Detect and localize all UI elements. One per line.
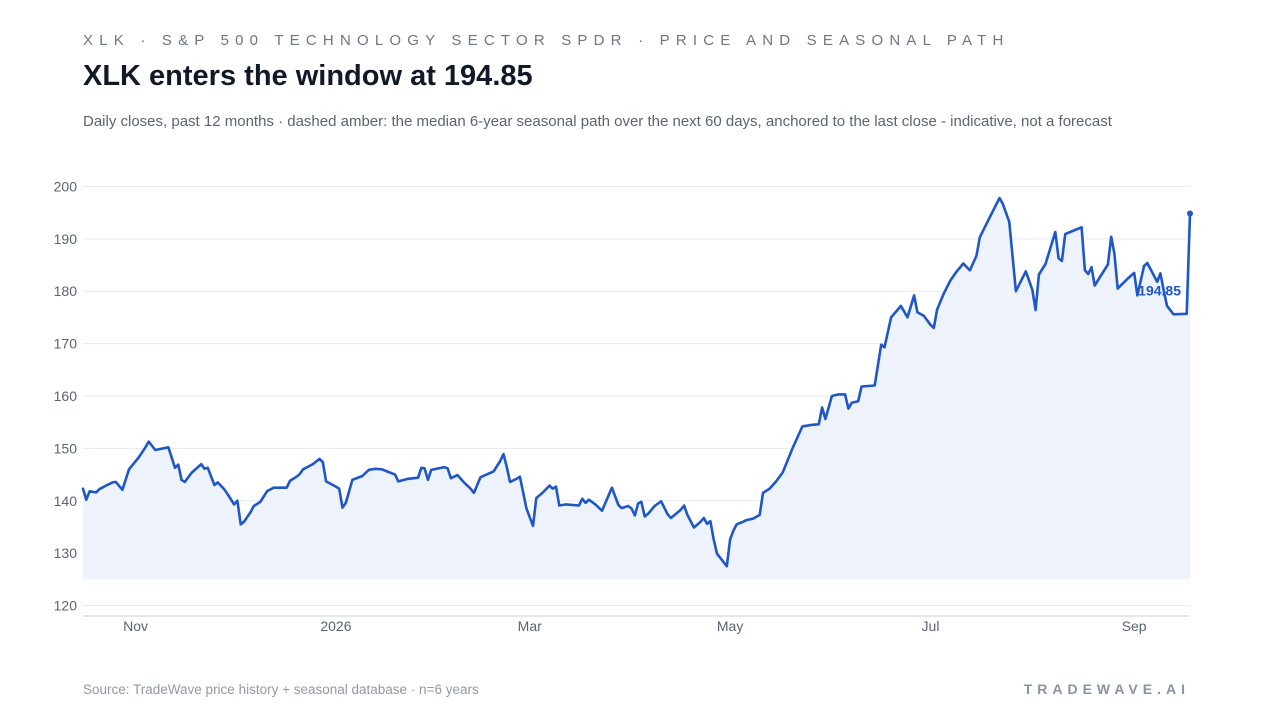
x-tick-label: 2026 bbox=[320, 618, 351, 634]
x-tick-label: Sep bbox=[1122, 618, 1147, 634]
y-tick-label: 200 bbox=[54, 178, 78, 194]
chart-title: XLK enters the window at 194.85 bbox=[83, 60, 533, 92]
line-layer bbox=[81, 196, 1193, 568]
y-tick-label: 180 bbox=[54, 283, 78, 299]
y-tick-label: 190 bbox=[54, 231, 78, 247]
y-tick-label: 140 bbox=[54, 493, 78, 509]
chart-subtitle: Daily closes, past 12 months · dashed am… bbox=[83, 113, 1112, 130]
x-tick-label: Jul bbox=[922, 618, 940, 634]
area-layer bbox=[83, 198, 1190, 580]
price-line bbox=[81, 196, 1192, 568]
y-tick-label: 170 bbox=[54, 336, 78, 352]
price-chart: 120 130 140 150 160 170 180 190 200 Nov 2026 Mar May… bbox=[54, 178, 1193, 634]
y-tick-label: 150 bbox=[54, 440, 78, 456]
label-layer: 120 130 140 150 160 170 180 190 200 Nov 2026 Mar May… bbox=[54, 178, 1182, 634]
x-tick-label: May bbox=[717, 618, 743, 634]
last-close-marker bbox=[1187, 210, 1193, 217]
x-tick-label: Nov bbox=[123, 618, 148, 634]
y-tick-label: 120 bbox=[54, 598, 78, 614]
price-area bbox=[83, 198, 1190, 580]
chart-source: Source: TradeWave price history + season… bbox=[83, 682, 479, 697]
brand-wordmark: TRADEWAVE.AI bbox=[1023, 681, 1190, 697]
y-tick-label: 160 bbox=[54, 388, 78, 404]
chart-kicker: XLK · S&P 500 TECHNOLOGY SECTOR SPDR · P… bbox=[83, 32, 1010, 49]
x-tick-label: Mar bbox=[518, 618, 542, 634]
y-tick-label: 130 bbox=[54, 545, 78, 561]
last-close-label: 194.85 bbox=[1138, 282, 1181, 298]
